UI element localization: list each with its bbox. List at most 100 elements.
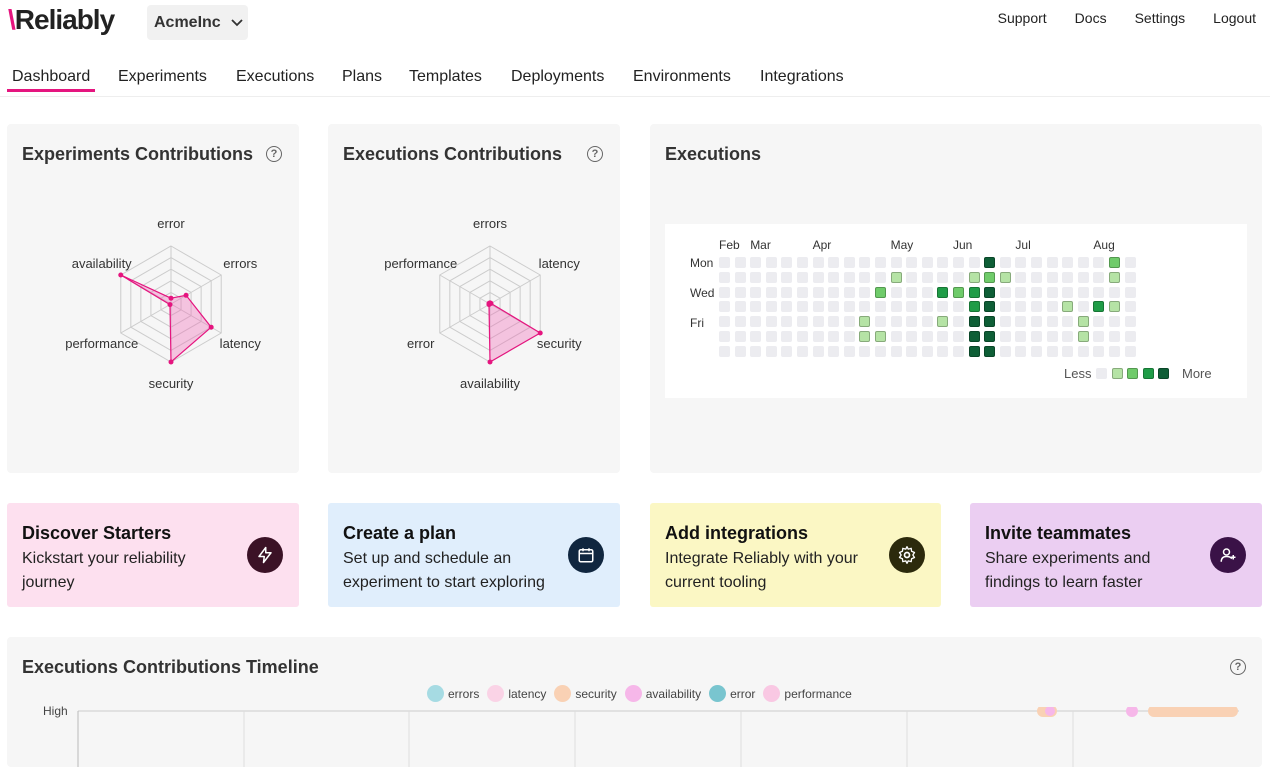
heatmap-cell[interactable] bbox=[875, 257, 886, 268]
tab-integrations[interactable]: Integrations bbox=[760, 68, 844, 85]
heatmap-cell[interactable] bbox=[968, 286, 980, 298]
invite-teammates-card[interactable]: Invite teammates Share experiments and f… bbox=[970, 503, 1262, 607]
heatmap-cell[interactable] bbox=[765, 331, 777, 342]
heatmap-cell[interactable] bbox=[999, 316, 1011, 328]
heatmap-cell[interactable] bbox=[1077, 301, 1089, 313]
heatmap-cell[interactable] bbox=[828, 331, 840, 342]
tab-executions[interactable]: Executions bbox=[236, 68, 315, 85]
heatmap-cell[interactable] bbox=[734, 257, 746, 268]
help-icon[interactable]: ? bbox=[1230, 659, 1246, 675]
heatmap-cell[interactable] bbox=[890, 286, 902, 298]
tab-plans[interactable]: Plans bbox=[342, 68, 383, 85]
heatmap-cell[interactable] bbox=[734, 345, 746, 357]
heatmap-cell[interactable] bbox=[1031, 301, 1042, 313]
heatmap-cell[interactable] bbox=[1093, 345, 1105, 357]
heatmap-cell[interactable] bbox=[859, 345, 871, 357]
heatmap-cell[interactable] bbox=[1093, 331, 1105, 342]
heatmap-cell[interactable] bbox=[797, 316, 808, 328]
heatmap-cell[interactable] bbox=[1109, 301, 1120, 313]
heatmap-cell[interactable] bbox=[937, 257, 949, 268]
heatmap-cell[interactable] bbox=[843, 316, 855, 328]
heatmap-cell[interactable] bbox=[1124, 345, 1136, 357]
heatmap-cell[interactable] bbox=[859, 271, 871, 283]
heatmap-cell[interactable] bbox=[719, 271, 730, 283]
heatmap-cell[interactable] bbox=[1109, 257, 1120, 268]
heatmap-cell[interactable] bbox=[1015, 301, 1027, 313]
heatmap-cell[interactable] bbox=[875, 301, 886, 313]
heatmap-cell[interactable] bbox=[999, 301, 1011, 313]
heatmap-cell[interactable] bbox=[719, 331, 730, 342]
heatmap-cell[interactable] bbox=[843, 271, 855, 283]
help-icon[interactable]: ? bbox=[587, 146, 603, 162]
heatmap-cell[interactable] bbox=[1093, 301, 1105, 313]
heatmap-cell[interactable] bbox=[812, 286, 824, 298]
heatmap-cell[interactable] bbox=[968, 331, 980, 342]
heatmap-cell[interactable] bbox=[906, 345, 918, 357]
heatmap-cell[interactable] bbox=[968, 271, 980, 283]
heatmap-cell[interactable] bbox=[953, 301, 964, 313]
heatmap-cell[interactable] bbox=[734, 271, 746, 283]
heatmap-cell[interactable] bbox=[968, 257, 980, 268]
heatmap-cell[interactable] bbox=[921, 345, 933, 357]
heatmap-cell[interactable] bbox=[1031, 257, 1042, 268]
heatmap-cell[interactable] bbox=[968, 301, 980, 313]
heatmap-cell[interactable] bbox=[734, 331, 746, 342]
heatmap-cell[interactable] bbox=[797, 286, 808, 298]
heatmap-cell[interactable] bbox=[890, 316, 902, 328]
heatmap-cell[interactable] bbox=[719, 286, 730, 298]
tab-templates[interactable]: Templates bbox=[409, 68, 482, 85]
heatmap-cell[interactable] bbox=[812, 271, 824, 283]
heatmap-cell[interactable] bbox=[1077, 316, 1089, 328]
heatmap-cell[interactable] bbox=[906, 301, 918, 313]
heatmap-cell[interactable] bbox=[890, 257, 902, 268]
tab-dashboard[interactable]: Dashboard bbox=[7, 68, 96, 92]
legend-item[interactable]: security bbox=[554, 685, 617, 702]
heatmap-cell[interactable] bbox=[750, 301, 762, 313]
heatmap-cell[interactable] bbox=[765, 257, 777, 268]
heatmap-cell[interactable] bbox=[984, 301, 996, 313]
heatmap-cell[interactable] bbox=[750, 316, 762, 328]
support-link[interactable]: Support bbox=[997, 10, 1047, 26]
heatmap-cell[interactable] bbox=[906, 271, 918, 283]
heatmap-cell[interactable] bbox=[828, 316, 840, 328]
heatmap-cell[interactable] bbox=[906, 331, 918, 342]
heatmap-cell[interactable] bbox=[984, 271, 996, 283]
heatmap-cell[interactable] bbox=[719, 301, 730, 313]
heatmap-cell[interactable] bbox=[1093, 271, 1105, 283]
heatmap-cell[interactable] bbox=[1109, 271, 1120, 283]
heatmap-cell[interactable] bbox=[812, 301, 824, 313]
org-selector[interactable]: AcmeInc bbox=[147, 5, 248, 40]
heatmap-cell[interactable] bbox=[1062, 331, 1074, 342]
heatmap-cell[interactable] bbox=[828, 345, 840, 357]
heatmap-cell[interactable] bbox=[875, 316, 886, 328]
heatmap-cell[interactable] bbox=[859, 257, 871, 268]
heatmap-cell[interactable] bbox=[953, 257, 964, 268]
heatmap-cell[interactable] bbox=[797, 301, 808, 313]
heatmap-cell[interactable] bbox=[937, 345, 949, 357]
heatmap-cell[interactable] bbox=[750, 257, 762, 268]
heatmap-cell[interactable] bbox=[937, 301, 949, 313]
heatmap-cell[interactable] bbox=[1077, 331, 1089, 342]
heatmap-cell[interactable] bbox=[1109, 331, 1120, 342]
heatmap-cell[interactable] bbox=[921, 271, 933, 283]
heatmap-cell[interactable] bbox=[765, 345, 777, 357]
heatmap-cell[interactable] bbox=[843, 345, 855, 357]
heatmap-cell[interactable] bbox=[999, 257, 1011, 268]
tab-deployments[interactable]: Deployments bbox=[511, 68, 605, 85]
heatmap-cell[interactable] bbox=[859, 331, 871, 342]
discover-starters-card[interactable]: Discover Starters Kickstart your reliabi… bbox=[7, 503, 299, 607]
heatmap-cell[interactable] bbox=[1015, 316, 1027, 328]
heatmap-cell[interactable] bbox=[1124, 316, 1136, 328]
heatmap-cell[interactable] bbox=[1109, 316, 1120, 328]
heatmap-cell[interactable] bbox=[875, 345, 886, 357]
heatmap-cell[interactable] bbox=[984, 257, 996, 268]
heatmap-cell[interactable] bbox=[890, 331, 902, 342]
heatmap-cell[interactable] bbox=[1015, 271, 1027, 283]
heatmap-cell[interactable] bbox=[797, 271, 808, 283]
tab-experiments[interactable]: Experiments bbox=[118, 68, 207, 85]
create-plan-card[interactable]: Create a plan Set up and schedule an exp… bbox=[328, 503, 620, 607]
heatmap-cell[interactable] bbox=[921, 301, 933, 313]
heatmap-cell[interactable] bbox=[781, 271, 793, 283]
heatmap-cell[interactable] bbox=[921, 257, 933, 268]
heatmap-cell[interactable] bbox=[921, 331, 933, 342]
